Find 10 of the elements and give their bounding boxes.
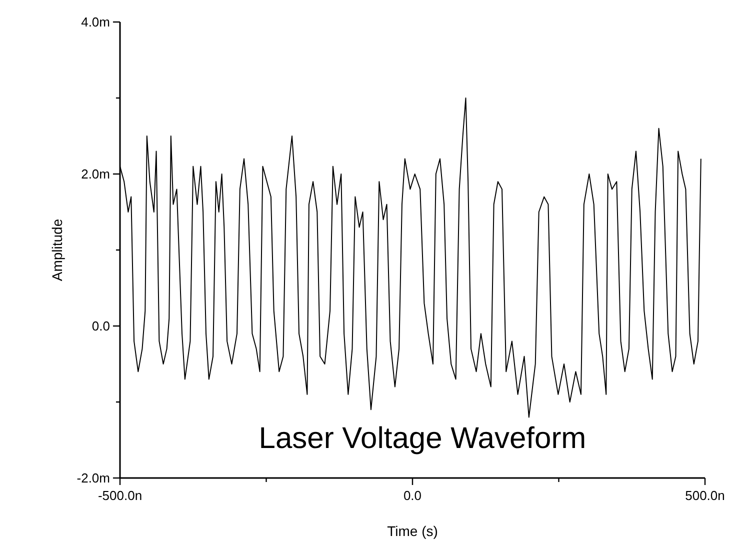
annotation: Laser Voltage Waveform [258,422,586,455]
y-tick-label: 2.0m [81,166,110,182]
x-axis-title: Time (s) [387,523,438,539]
x-tick-label: 0.0 [403,488,422,503]
y-tick-label: 0.0 [92,318,110,334]
y-axis-title: Amplitude [49,218,65,282]
x-tick-label: -500.0n [98,488,142,503]
y-tick-label: -2.0m [76,470,110,486]
x-tick-label: 500.0n [685,488,725,503]
y-tick-label: 4.0m [81,14,110,30]
